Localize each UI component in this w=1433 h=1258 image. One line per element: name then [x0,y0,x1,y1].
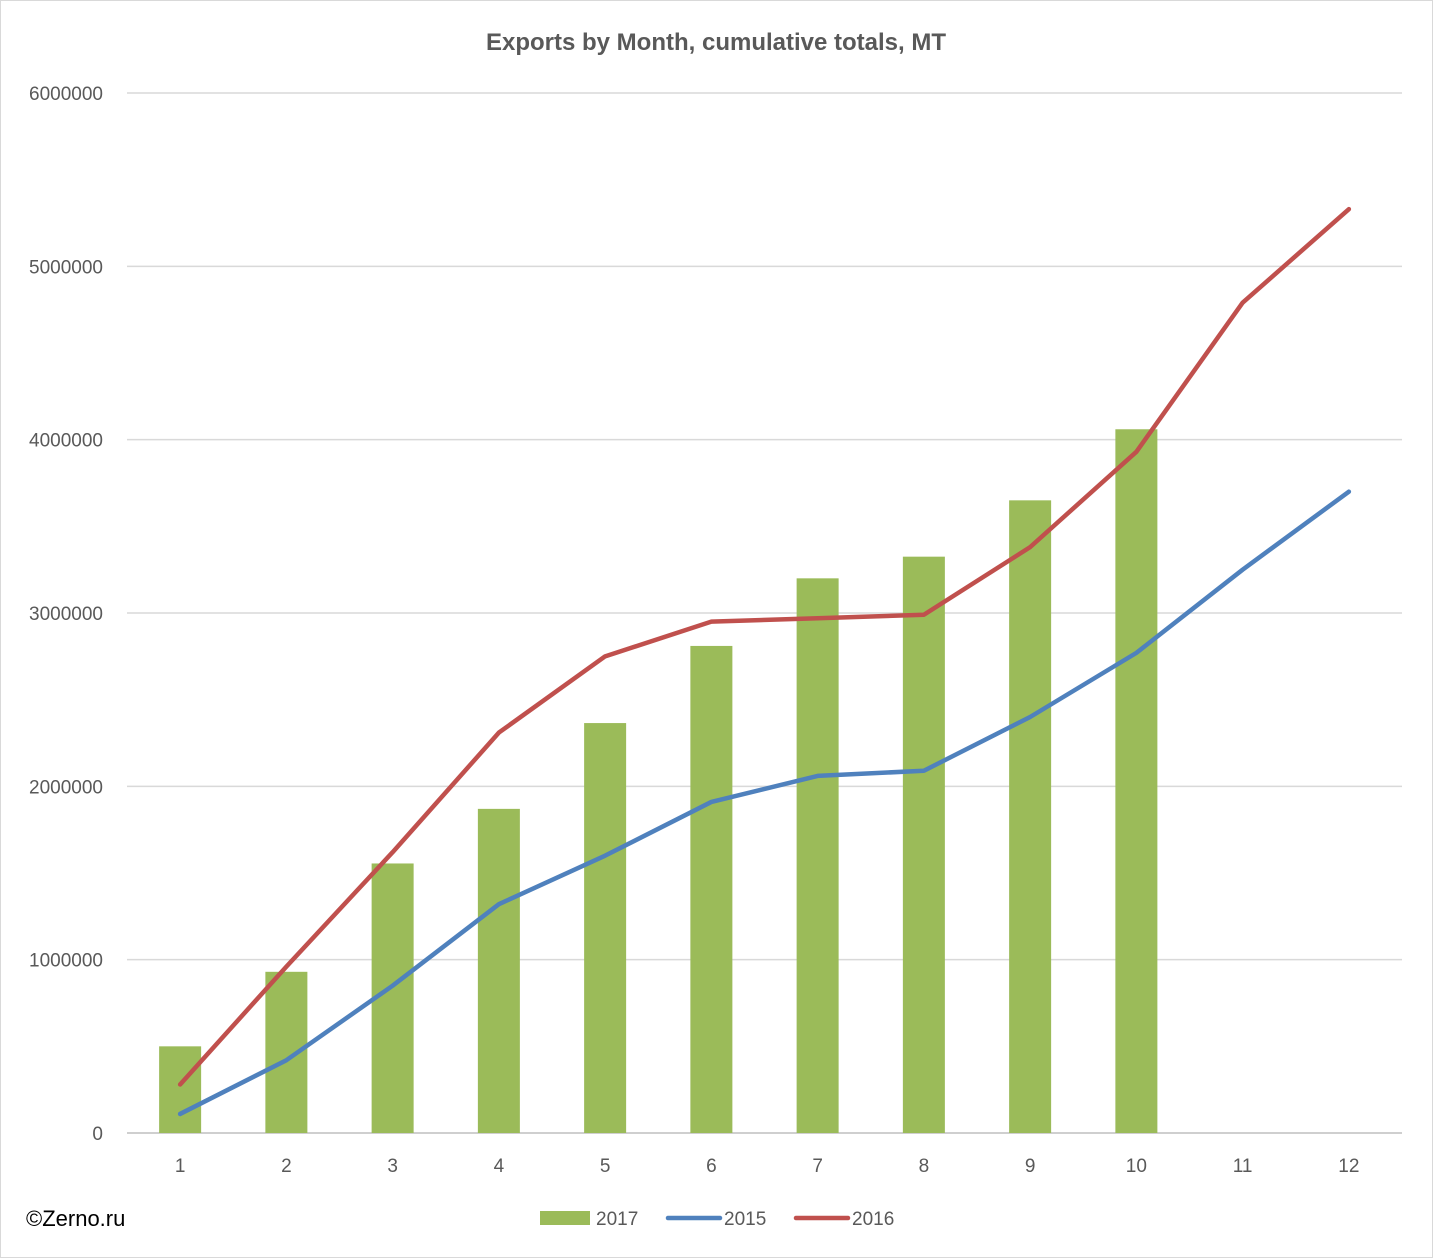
watermark: ©Zerno.ru [26,1206,126,1231]
x-tick-label: 11 [1233,1156,1253,1177]
line-series [177,206,1352,1117]
line-series-2016 [177,206,1352,1087]
line-series-2015 [177,489,1352,1117]
y-axis: 0 1000000 2000000 3000000 4000000 5000000 6000… [29,84,103,1145]
x-tick-label: 7 [812,1156,823,1177]
bar-2017-1 [159,1046,202,1133]
gridlines [127,92,1402,1134]
bar-2017-6 [690,645,733,1133]
legend-label-2016: 2016 [852,1209,894,1230]
bar-2017-9 [1009,500,1052,1133]
y-tick-label: 6000000 [29,84,103,105]
bar-2017-4 [477,808,520,1133]
y-tick-label: 1000000 [29,951,103,972]
x-tick-label: 4 [494,1156,505,1177]
legend: 2017 2015 2016 [540,1209,894,1230]
y-tick-label: 3000000 [29,604,103,625]
legend-swatch-2017 [540,1211,590,1225]
bar-2017-10 [1115,429,1158,1133]
x-tick-label: 9 [1025,1156,1036,1177]
y-tick-label: 4000000 [29,431,103,452]
x-tick-label: 3 [387,1156,398,1177]
x-tick-label: 2 [281,1156,292,1177]
y-tick-label: 5000000 [29,257,103,278]
x-axis: 1 2 3 4 5 6 7 8 9 10 11 12 [175,1156,1360,1177]
legend-label-2015: 2015 [724,1209,766,1230]
bar-2017-8 [902,556,945,1133]
x-tick-label: 10 [1126,1156,1147,1177]
x-tick-label: 6 [706,1156,717,1177]
x-tick-label: 1 [175,1156,186,1177]
y-tick-label: 2000000 [29,777,103,798]
x-tick-label: 8 [919,1156,930,1177]
legend-label-2017: 2017 [596,1209,638,1230]
bar-2017-7 [796,578,839,1133]
chart-title: Exports by Month, cumulative totals, MT [486,29,946,56]
x-tick-label: 5 [600,1156,611,1177]
bar-series [159,429,1158,1133]
y-tick-label: 0 [92,1124,103,1145]
bar-2017-5 [584,723,627,1133]
x-tick-label: 12 [1338,1156,1359,1177]
